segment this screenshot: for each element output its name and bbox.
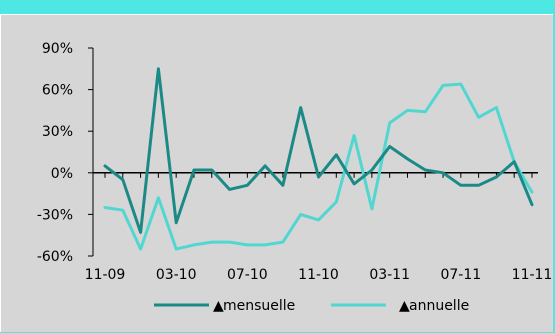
series-line-annuelle [103,82,534,251]
chart-frame: 90% 60% 30% 0% -30% -60% 11-09 03-10 07-10 11-10 0… [0,14,553,332]
legend-marker: ▲ [399,298,410,314]
x-tick-label: 11-11 [512,267,553,283]
x-tick-label: 11-10 [298,267,339,283]
y-tick-label: 0% [51,166,73,182]
y-tick-label: -60% [37,249,73,265]
x-tick-label: 03-11 [369,267,410,283]
y-tick-label: -30% [37,207,73,223]
x-tick-label: 07-11 [440,267,481,283]
legend-label-annuelle: annuelle [409,298,469,314]
x-tick-label: 11-09 [85,267,126,283]
y-tick-label: 90% [42,41,73,57]
line-chart: 90% 60% 30% 0% -30% -60% 11-09 03-10 07-10 11-10 0… [37,41,553,314]
legend-marker: ▲ [213,298,224,314]
legend-label-mensuelle: mensuelle [223,298,295,314]
x-tick-label: 07-10 [227,267,268,283]
series-line-mensuelle [103,67,534,234]
y-tick-label: 60% [42,83,73,99]
y-tick-label: 30% [42,124,73,140]
x-tick-label: 03-10 [156,267,197,283]
